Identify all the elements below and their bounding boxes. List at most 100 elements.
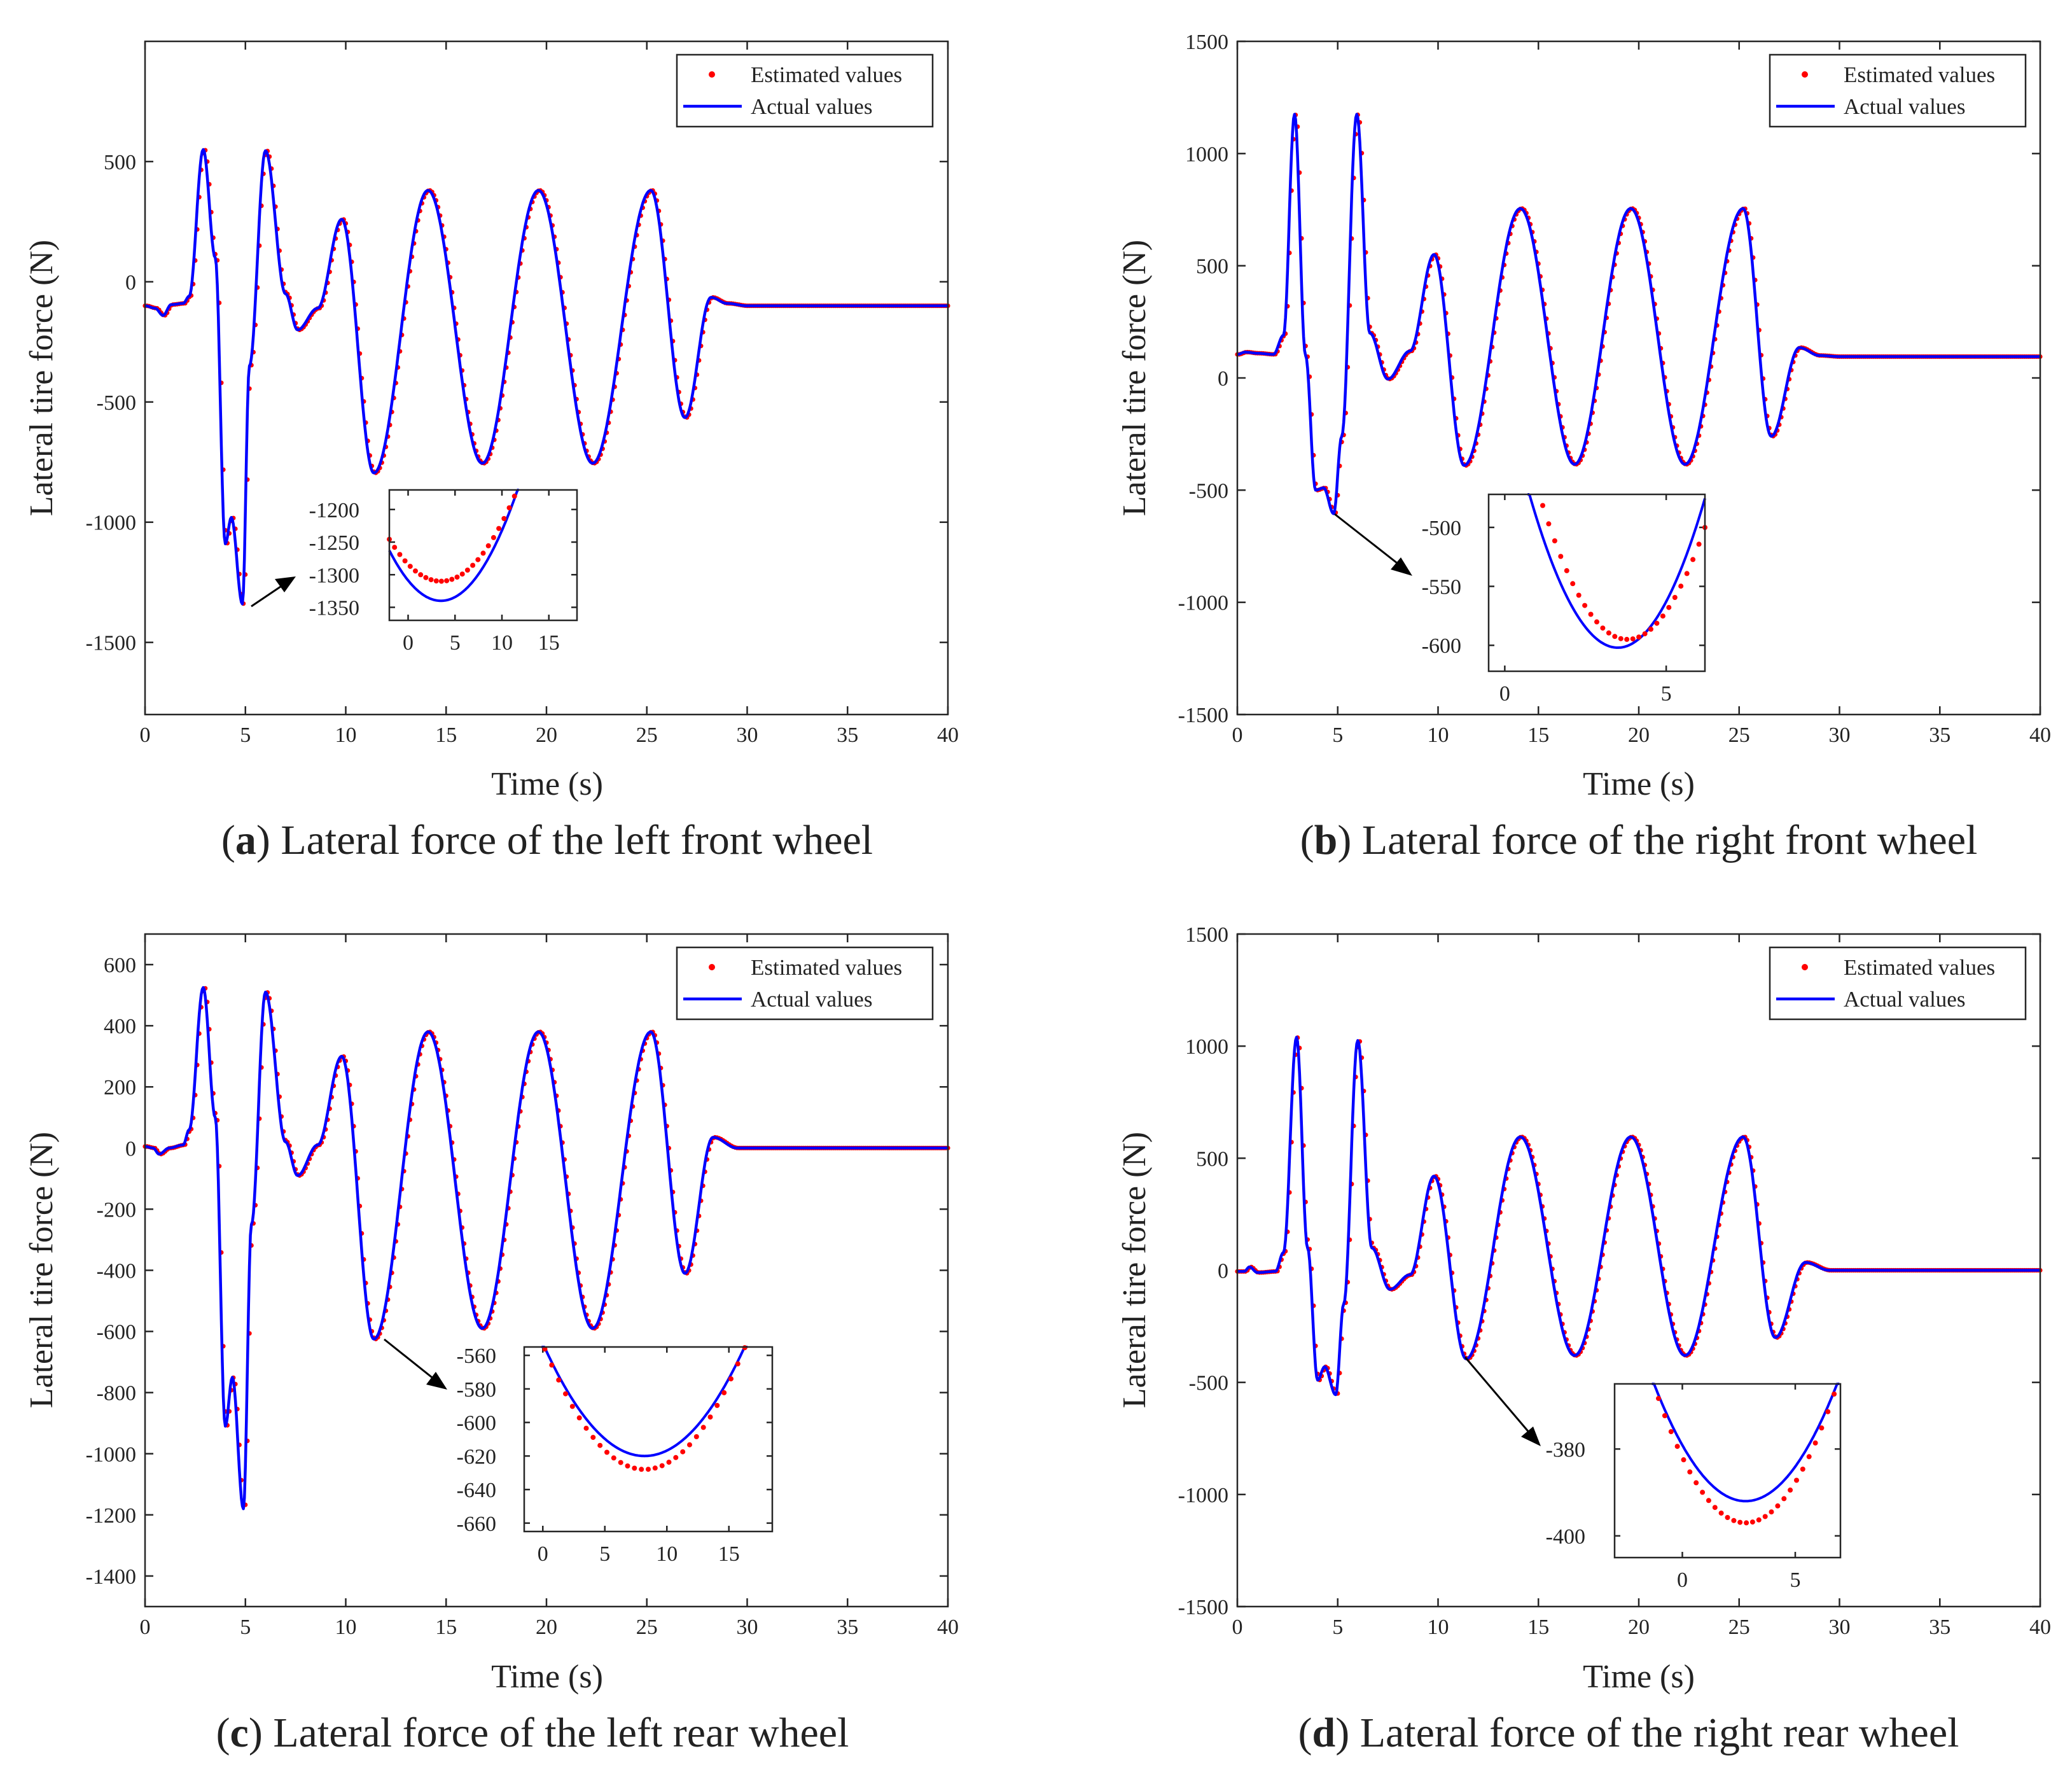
b-inset-estimated-point: [1552, 538, 1557, 543]
b-inset-y-tick-label: -600: [1422, 634, 1461, 658]
a-caption: (a) Lateral force of the left front whee…: [221, 817, 873, 863]
a-inset-estimated-point: [490, 534, 496, 540]
a-zoom-arrow: [251, 584, 283, 608]
d-inset-estimated-point: [1668, 1429, 1674, 1435]
b-y-tick-label: -1000: [1178, 592, 1228, 615]
c-y-tick-label: -800: [97, 1382, 136, 1406]
d-inset-estimated-point: [1744, 1520, 1749, 1526]
a-inset-estimated-point: [397, 552, 403, 557]
c-x-tick-label: 5: [240, 1615, 251, 1639]
d-inset-frame: [1613, 1383, 1842, 1559]
d-inset-estimated-point: [1762, 1514, 1768, 1519]
c-inset-x-tick-label: 0: [538, 1542, 548, 1566]
b-y-tick-label: -1500: [1178, 704, 1228, 727]
b-x-tick-label: 25: [1728, 723, 1750, 747]
c-inset-estimated-point: [618, 1460, 623, 1465]
d-y-axis-label: Lateral tire force (N): [1116, 1132, 1153, 1408]
d-inset-estimated-point: [1825, 1409, 1831, 1414]
c-inset-estimated-point: [583, 1425, 589, 1431]
c-y-tick-label: -200: [97, 1198, 136, 1222]
c-inset-estimated-point: [700, 1425, 706, 1430]
a-inset-estimated-point: [407, 564, 413, 569]
d-inset-estimated-point: [1806, 1454, 1812, 1460]
c-caption: (c) Lateral force of the left rear wheel: [216, 1710, 849, 1756]
b-inset-y-tick-label: -550: [1422, 576, 1461, 599]
d-inset-estimated-point: [1656, 1395, 1661, 1401]
c-legend-estimated-marker: [709, 964, 715, 970]
c-inset-estimated-point: [728, 1376, 734, 1382]
c-inset-estimated-point: [666, 1460, 672, 1465]
c-y-tick-label: -1400: [86, 1565, 136, 1589]
b-inset-estimated-point: [1684, 571, 1690, 576]
d-plot-frame: [1236, 933, 2041, 1608]
c-y-axis-label: Lateral tire force (N): [24, 1132, 60, 1408]
d-inset-actual-line: [1651, 1383, 1840, 1503]
c-inset-estimated-point: [576, 1415, 582, 1421]
c-inset-y-tick-label: -640: [457, 1479, 496, 1502]
d-inset-y-tick-label: -380: [1546, 1438, 1585, 1462]
c-x-tick-label: 35: [837, 1615, 858, 1639]
b-inset-estimated-point: [1624, 636, 1630, 642]
c-inset-estimated-point: [549, 1362, 555, 1368]
b-inset-estimated-point: [1606, 630, 1611, 636]
a-legend-actual-label: Actual values: [751, 94, 872, 119]
c-legend-actual-label: Actual values: [751, 987, 872, 1012]
c-inset-y-tick-label: -620: [457, 1445, 496, 1469]
b-y-tick-label: 1000: [1185, 143, 1228, 166]
b-y-axis-label: Lateral tire force (N): [1116, 240, 1153, 516]
b-inset-estimated-point: [1582, 603, 1588, 608]
a-x-axis-label: Time (s): [491, 766, 603, 802]
d-x-tick-label: 0: [1232, 1615, 1243, 1639]
b-estimated-series: [1235, 112, 2043, 515]
a-zoom-arrowhead: [275, 576, 296, 592]
d-x-axis-label: Time (s): [1583, 1659, 1695, 1695]
c-inset-estimated-point: [563, 1391, 568, 1397]
a-inset-estimated-point: [459, 571, 465, 577]
a-x-tick-label: 10: [335, 723, 357, 747]
a-inset: 0 5 10 15 -1200 -1250 -1300 -1350: [309, 489, 578, 655]
b-inset-estimated-point: [1672, 595, 1678, 600]
d-y-tick-label: -1500: [1178, 1596, 1228, 1619]
d-inset-x-tick-label: 0: [1677, 1568, 1688, 1592]
b-x-tick-label: 40: [2029, 723, 2051, 747]
d-legend: Estimated values Actual values: [1769, 946, 2027, 1021]
b-inset-estimated-point: [1570, 581, 1576, 587]
d-inset-estimated-point: [1756, 1517, 1762, 1523]
d-inset-estimated-point: [1718, 1510, 1724, 1516]
a-inset-x-tick-label: 10: [491, 631, 513, 655]
d-inset-estimated-point: [1775, 1503, 1781, 1509]
c-y-tick-label: 200: [104, 1076, 136, 1099]
a-inset-estimated-point: [480, 550, 486, 556]
c-y-tick-label: 400: [104, 1015, 136, 1038]
d-inset: 0 5 -380 -400: [1546, 1383, 1842, 1592]
c-inset-x-tick-label: 15: [718, 1542, 740, 1566]
a-inset-estimated-point: [438, 578, 444, 584]
a-x-tick-label: 20: [536, 723, 557, 747]
d-inset-x-tick-label: 5: [1790, 1568, 1801, 1592]
a-inset-estimated-point: [475, 557, 481, 562]
a-inset-frame: [388, 489, 578, 622]
c-y-tick-label: 600: [104, 954, 136, 977]
c-x-tick-label: 30: [737, 1615, 758, 1639]
c-inset-estimated-point: [714, 1402, 720, 1408]
d-inset-estimated-point: [1706, 1498, 1711, 1503]
b-inset-estimated-point: [1678, 583, 1684, 589]
c-inset-estimated-point: [707, 1414, 713, 1420]
d-x-tick-label: 15: [1527, 1615, 1549, 1639]
d-x-tick-label: 40: [2029, 1615, 2051, 1639]
d-zoom-arrow: [1464, 1357, 1531, 1434]
d-inset-estimated-point: [1800, 1467, 1805, 1472]
b-inset-estimated-point: [1558, 554, 1564, 559]
c-inset-estimated-point: [611, 1455, 616, 1461]
d-inset-estimated-point: [1819, 1425, 1825, 1431]
c-inset-y-tick-label: -600: [457, 1412, 496, 1435]
d-y-tick-label: 0: [1218, 1260, 1228, 1283]
c-inset-x-tick-label: 10: [656, 1542, 678, 1566]
b-y-tick-label: 500: [1196, 255, 1228, 279]
c-x-tick-label: 15: [435, 1615, 457, 1639]
d-inset-estimated-point: [1737, 1519, 1743, 1525]
b-inset-estimated-point: [1630, 636, 1636, 642]
c-plot-frame: [144, 933, 949, 1608]
b-x-tick-label: 35: [1929, 723, 1950, 747]
